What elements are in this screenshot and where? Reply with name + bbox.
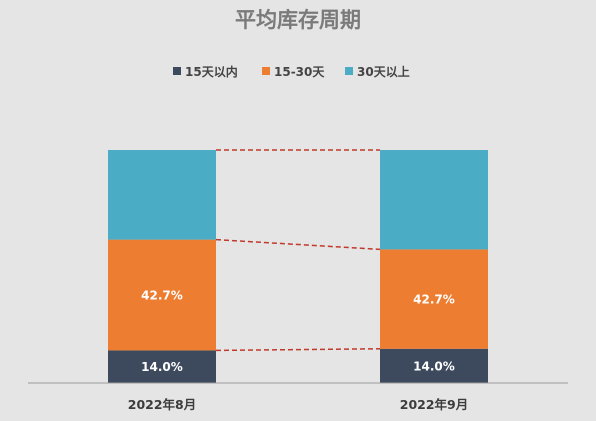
- data-label-1-0: 14.0%: [413, 359, 455, 373]
- bar-segment-1-1: [380, 249, 488, 349]
- connector-lines: [215, 149, 381, 352]
- bar-segment-0-0: [108, 350, 216, 383]
- legend-label-2: 30天以上: [357, 64, 410, 79]
- bar-segment-1-2: [380, 150, 488, 250]
- legend-label-0: 15天以内: [185, 64, 238, 79]
- legend-swatch-2: [345, 67, 353, 75]
- category-label-1: 2022年9月: [400, 397, 469, 412]
- bar-segment-1-0: [380, 348, 488, 383]
- bar-segment-0-1: [108, 239, 216, 351]
- bars: 14.0% 42.7% 14.0% 42.7%: [108, 150, 488, 383]
- legend: 15天以内 15-30天 30天以上: [173, 64, 410, 79]
- data-label-0-1: 42.7%: [141, 289, 183, 303]
- chart-title: 平均库存周期: [235, 8, 361, 32]
- legend-swatch-1: [262, 67, 270, 75]
- bar-segment-0-2: [108, 150, 216, 240]
- category-label-0: 2022年8月: [128, 397, 197, 412]
- connector-line-1: [215, 238, 381, 251]
- connector-line-0: [215, 348, 381, 352]
- legend-swatch-0: [173, 67, 181, 75]
- legend-label-1: 15-30天: [274, 65, 325, 79]
- data-label-1-1: 42.7%: [413, 293, 455, 307]
- data-label-0-0: 14.0%: [141, 360, 183, 374]
- category-labels: 2022年8月 2022年9月: [128, 397, 469, 412]
